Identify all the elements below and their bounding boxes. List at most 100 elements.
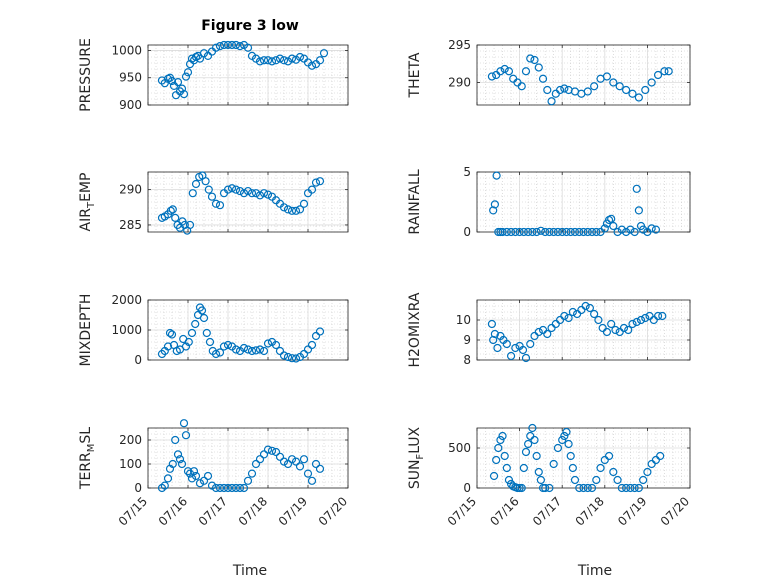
- data-point: [534, 467, 543, 477]
- data-point: [197, 306, 207, 315]
- data-point: [489, 335, 498, 345]
- data-point: [207, 192, 217, 201]
- data-point: [617, 483, 626, 493]
- data-point: [177, 459, 187, 469]
- data-point: [628, 319, 637, 329]
- data-point: [227, 40, 237, 50]
- data-point: [607, 214, 616, 223]
- y-tick-label: 0: [463, 225, 471, 239]
- subplot-2: 290 295 THETA: [407, 38, 691, 106]
- data-point: [517, 483, 526, 493]
- data-point: [560, 84, 569, 93]
- data-point: [315, 327, 325, 336]
- data-point: [504, 475, 514, 485]
- data-point: [191, 319, 200, 329]
- subplot-6: 8 9 10 H2OMIXRA: [407, 292, 691, 368]
- data-point: [191, 471, 201, 481]
- data-point: [592, 227, 601, 237]
- data-point: [251, 459, 261, 469]
- data-point: [287, 54, 297, 63]
- data-point: [171, 435, 180, 445]
- y-axis-label-main: H2OMIXRA: [407, 292, 423, 367]
- data-point: [168, 459, 177, 469]
- axes-box: [476, 171, 691, 233]
- data-point: [307, 185, 317, 194]
- data-point: [215, 483, 225, 493]
- data-point: [592, 475, 601, 485]
- data-point: [500, 451, 509, 461]
- data-point: [613, 475, 622, 485]
- data-point: [581, 301, 590, 311]
- data-point: [299, 349, 309, 359]
- data-point: [641, 313, 650, 323]
- data-point: [632, 184, 641, 193]
- y-tick-label: 1000: [111, 43, 142, 57]
- data-point: [524, 227, 533, 237]
- data-point: [587, 483, 597, 493]
- data-point: [643, 467, 652, 477]
- y-axis-label-tail: EMP: [78, 173, 94, 202]
- data-point: [621, 85, 631, 95]
- data-point: [263, 445, 273, 454]
- data-point: [626, 225, 635, 234]
- data-point: [215, 41, 225, 51]
- y-tick-label: 0: [134, 353, 142, 367]
- data-point: [528, 227, 537, 237]
- data-point: [191, 179, 201, 189]
- data-point: [518, 345, 528, 355]
- data-point: [630, 227, 639, 237]
- data-point: [165, 328, 175, 338]
- data-point: [211, 349, 221, 359]
- data-point: [553, 443, 563, 453]
- data-point: [263, 56, 273, 65]
- data-point: [494, 443, 503, 453]
- data-point: [171, 213, 180, 222]
- axes-box: [476, 299, 691, 361]
- data-point: [498, 431, 507, 441]
- y-axis-label-main: SUN: [407, 460, 423, 490]
- data-point: [641, 85, 650, 95]
- data-point: [596, 463, 605, 473]
- data-point: [311, 178, 321, 187]
- data-point: [227, 184, 237, 193]
- data-point: [279, 351, 289, 360]
- data-point: [519, 463, 528, 473]
- data-point: [223, 40, 233, 50]
- y-tick-label: 285: [119, 218, 142, 232]
- data-point: [259, 189, 269, 198]
- y-tick-label: 200: [119, 433, 142, 447]
- data-point: [617, 225, 626, 234]
- data-point: [251, 346, 261, 355]
- data-point: [223, 340, 233, 350]
- data-point: [235, 483, 245, 493]
- y-tick-label: 9: [463, 333, 471, 347]
- y-axis-label-main: MIXDEPTH: [78, 294, 94, 367]
- data-point: [231, 345, 241, 354]
- data-point: [492, 171, 501, 180]
- data-point: [239, 483, 249, 493]
- data-point: [175, 455, 185, 464]
- data-point: [632, 317, 641, 327]
- data-point: [562, 227, 571, 237]
- data-point: [626, 483, 635, 493]
- data-point: [303, 469, 313, 478]
- data-point: [634, 483, 643, 493]
- data-point: [602, 327, 612, 337]
- data-point: [532, 227, 541, 237]
- data-point: [609, 78, 618, 87]
- data-point: [658, 311, 667, 321]
- data-point: [177, 84, 187, 93]
- y-axis-label-main: TERR: [78, 452, 94, 490]
- data-point: [157, 76, 167, 85]
- data-point: [243, 476, 253, 485]
- data-point: [609, 467, 618, 477]
- data-point: [287, 354, 297, 363]
- data-point: [283, 205, 293, 214]
- data-point: [585, 303, 594, 313]
- data-point: [583, 483, 592, 493]
- data-point: [664, 67, 673, 76]
- data-point: [517, 82, 526, 91]
- data-point: [283, 352, 293, 362]
- data-point: [538, 74, 548, 83]
- data-point: [299, 455, 309, 464]
